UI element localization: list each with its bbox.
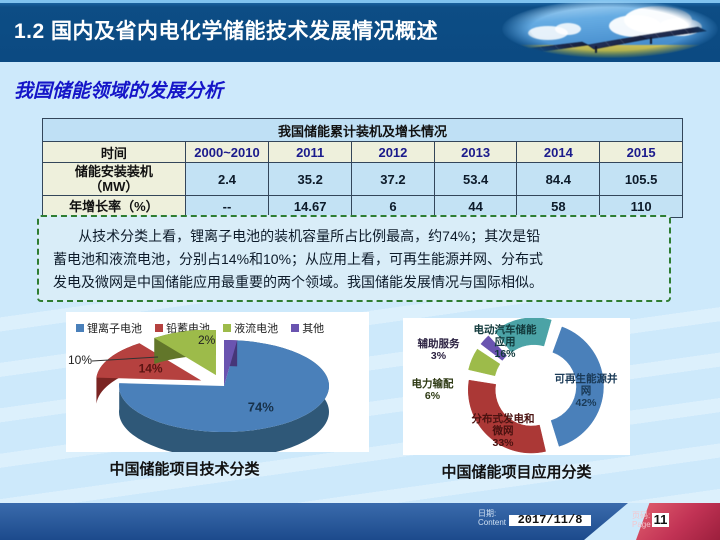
svg-text:2%: 2% <box>198 333 216 347</box>
svg-text:14%: 14% <box>139 361 163 375</box>
svg-text:74%: 74% <box>248 399 274 414</box>
svg-text:10%: 10% <box>68 353 92 367</box>
